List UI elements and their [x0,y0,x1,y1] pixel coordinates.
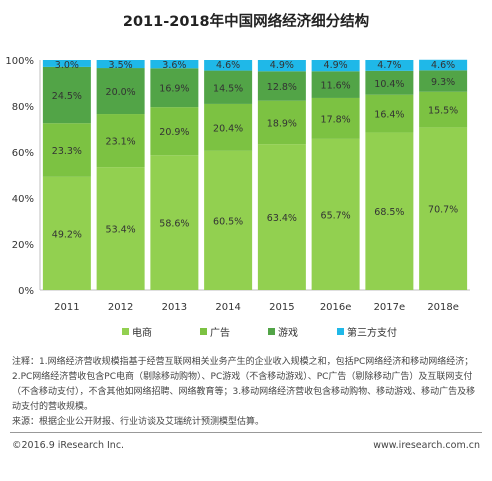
bar-segment-3 [365,70,414,95]
notes-block: 注释：1.网络经济营收规模指基于经营互联网相关业务产生的企业收入规模之和，包括P… [12,355,484,430]
stacked-bar-chart: 0% 20% 40% 60% 80% 100% 49.2% 23.3% 24.5% 3.0% 201… [5,56,470,339]
y-tick-label: 0% [18,286,34,297]
data-label: 12.8% [267,82,297,93]
bar-segment-2 [419,91,468,128]
bar-segment-4 [257,60,306,72]
legend-swatch [337,328,344,335]
data-label: 53.4% [106,225,136,236]
bar-segment-2 [96,114,145,168]
bar-segment-4 [419,59,468,71]
bar-segment-4 [365,60,414,71]
bar-segment-1 [204,150,253,290]
y-tick-label: 40% [12,194,34,205]
bar-segment-2 [150,107,199,156]
bar-segment-3 [419,70,468,92]
data-label: 4.6% [431,60,455,71]
data-label: 20.9% [159,127,189,138]
bar-segment-4 [42,60,91,67]
y-tick-label: 60% [12,148,34,159]
note-text: 注释：1.网络经济营收规模指基于经营互联网相关业务产生的企业收入规模之和，包括P… [12,357,476,412]
x-tick-label: 2015 [269,302,294,313]
data-label: 17.8% [321,114,351,125]
bar-segment-4 [311,60,360,72]
bar-segment-2 [365,94,414,133]
y-tick-label: 20% [12,240,34,251]
bar-segment-3 [204,70,253,104]
legend-swatch [200,328,207,335]
data-label: 10.4% [374,79,404,90]
footer-divider [10,432,482,433]
data-label: 20.4% [213,123,243,134]
data-label: 70.7% [428,205,458,216]
data-label: 4.9% [324,60,348,71]
source-text: 来源：根据企业公开财报、行业访谈及艾瑞统计预测模型估算。 [12,417,265,427]
legend-swatch [122,328,129,335]
data-label: 3.5% [109,60,133,71]
bar-segment-1 [311,138,360,290]
website-text: www.iresearch.com.cn [373,440,480,451]
bar-segment-2 [42,123,91,177]
data-label: 15.5% [428,106,458,117]
data-label: 16.4% [374,110,404,121]
bar-segment-3 [311,71,360,98]
y-tick-label: 100% [5,56,34,67]
data-label: 68.5% [374,207,404,218]
data-label: 63.4% [267,213,297,224]
data-label: 23.1% [106,137,136,148]
data-label: 14.5% [213,83,243,94]
data-label: 49.2% [52,229,82,240]
data-label: 65.7% [321,210,351,221]
data-label: 60.5% [213,216,243,227]
legend-label: 游戏 [278,326,298,339]
copyright-text: ©2016.9 iResearch Inc. [12,440,125,451]
data-label: 4.6% [216,60,240,71]
x-tick-label: 2012 [108,302,133,313]
bar-segment-1 [257,144,306,290]
bar-segment-4 [204,60,253,71]
chart-title: 2011-2018年中国网络经济细分结构 [122,14,370,30]
bar-segment-1 [150,155,199,290]
bar-segment-1 [365,132,414,290]
x-tick-label: 2016e [320,302,352,313]
bar-segment-3 [257,71,306,101]
data-label: 16.9% [159,84,189,95]
bar-segment-1 [96,167,145,290]
bar-segment-3 [96,68,145,115]
legend-label: 广告 [210,326,230,339]
x-tick-label: 2013 [162,302,187,313]
data-label: 20.0% [106,87,136,98]
data-label: 23.3% [52,146,82,157]
bar-segment-4 [150,60,199,69]
y-tick-label: 80% [12,102,34,113]
data-label: 3.0% [55,60,79,71]
data-label: 4.7% [377,60,401,71]
bar-segment-3 [42,66,91,124]
x-tick-label: 2017e [374,302,406,313]
bar-segment-2 [257,100,306,145]
data-label: 24.5% [52,91,82,102]
x-tick-label: 2011 [54,302,79,313]
bar-segment-4 [96,60,145,69]
data-label: 4.9% [270,60,294,71]
legend-label: 第三方支付 [347,326,397,339]
bar-segment-1 [42,176,91,290]
x-tick-label: 2014 [215,302,240,313]
bar-segment-1 [419,127,468,290]
legend-label: 电商 [132,326,152,339]
bar-segment-3 [150,68,199,108]
data-label: 11.6% [321,81,351,92]
bar-segment-2 [204,103,253,151]
bar-segment-2 [311,97,360,139]
x-tick-label: 2018e [427,302,459,313]
data-label: 58.6% [159,219,189,230]
data-label: 9.3% [431,77,455,88]
legend-swatch [268,328,275,335]
data-label: 3.6% [162,60,186,71]
data-label: 18.9% [267,118,297,129]
